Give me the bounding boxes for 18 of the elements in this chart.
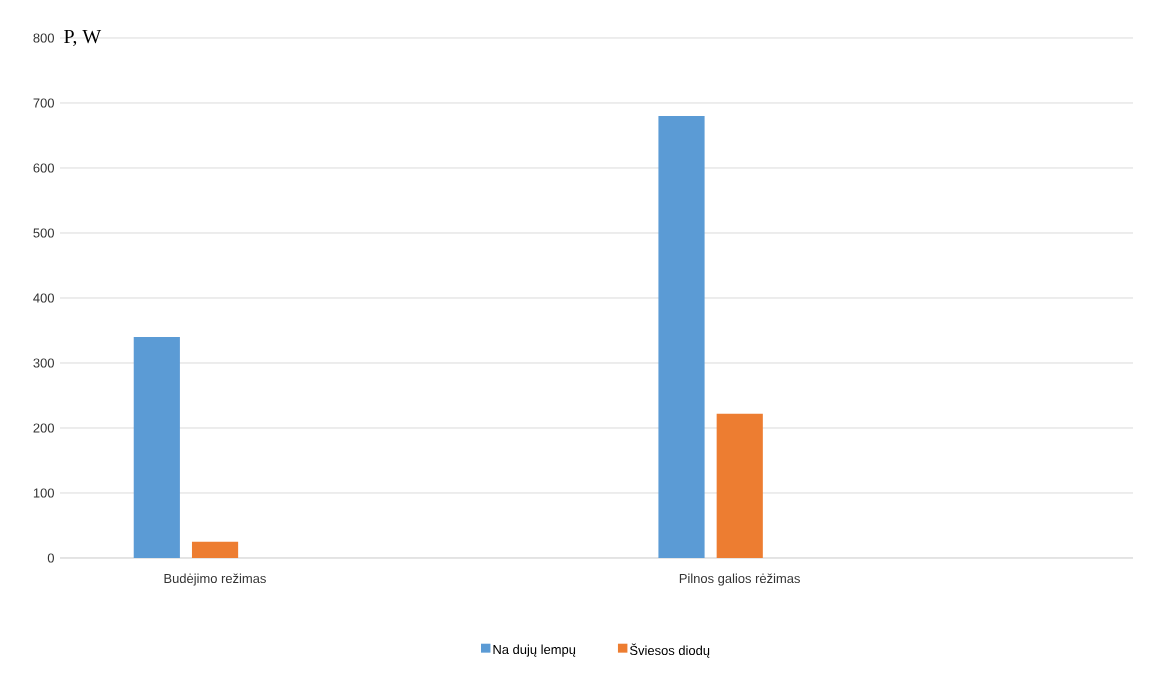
legend-label: Šviesos diodų [630,643,710,658]
y-tick-label: 0 [47,553,54,563]
y-tick-label: 200 [33,423,54,433]
legend-label: Na dujų lempų [493,644,576,657]
bar [191,541,239,558]
bar [133,336,180,558]
x-tick-label: Pilnos galios rėžimas [679,573,800,586]
bar [716,413,763,558]
x-tick-label: Budėjimo režimas [164,573,266,586]
y-axis-title: P, W [64,29,102,47]
y-tick-label: 700 [33,98,54,108]
y-tick-label: 500 [33,228,54,238]
y-tick-label: 300 [33,358,54,368]
y-tick-label: 400 [33,293,54,303]
y-tick-label: 100 [33,488,54,498]
y-tick-label: 600 [33,163,54,173]
bar [658,115,705,558]
y-tick-label: 800 [33,33,54,43]
